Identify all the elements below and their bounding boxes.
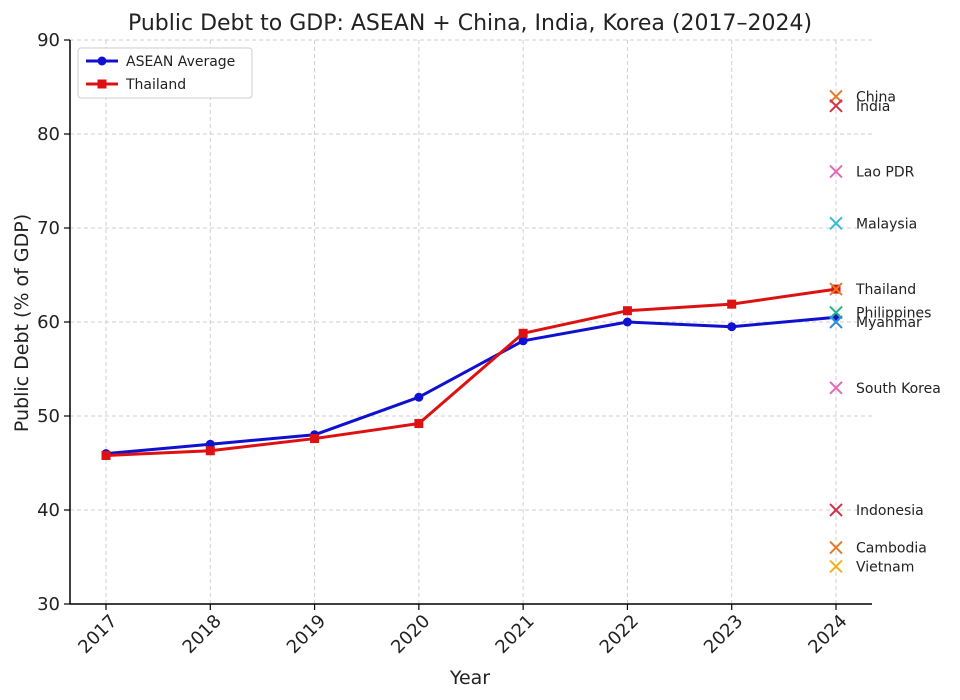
annotation-label: Vietnam [856,559,914,575]
annotation-label: Indonesia [856,503,924,519]
y-tick-label: 90 [37,30,60,51]
annotation-marker [829,164,843,179]
series-1-point [518,328,528,338]
x-marker-stroke [829,559,843,574]
series-1-point [101,450,111,460]
legend-swatch-marker [97,79,107,89]
annotation-marker [829,381,843,395]
legend-label: Thailand [125,77,186,93]
legend-label: ASEAN Average [126,54,235,70]
y-axis-label: Public Debt (% of GDP) [11,214,33,432]
x-marker-stroke [829,540,843,555]
y-tick-label: 80 [37,124,60,145]
annotation-label: Philippines [856,306,931,322]
x-tick-label: 2020 [387,611,434,658]
annotation-marker [829,315,843,329]
annotation-label: South Korea [856,381,941,397]
annotation-label: Thailand [855,282,916,298]
annotation-label: Myanmar [856,315,922,331]
x-marker-stroke [829,503,843,517]
y-tick-label: 50 [37,406,60,427]
x-marker-stroke [829,315,843,329]
annotation-label: China [856,89,896,105]
y-tick-label: 70 [37,218,60,239]
series-0-point [831,312,841,322]
x-tick-label: 2024 [804,611,851,658]
x-tick-label: 2022 [596,611,643,658]
annotation-marker [829,559,843,574]
annotation-label: Cambodia [856,541,927,557]
series-1-point [727,299,737,309]
series-1-point [414,419,424,429]
x-tick-label: 2018 [179,611,226,658]
annotation-marker [829,503,843,517]
annotation-label: Lao PDR [856,165,915,181]
series-1-point [310,434,320,444]
series-0-point [518,336,528,346]
grid [70,39,872,605]
x-marker-stroke [829,282,843,296]
series-0-point [727,322,737,332]
series-0-point [414,392,424,402]
x-tick-label: 2019 [283,611,330,658]
y-tick-label: 40 [37,500,60,521]
axes: 30 40 50 60 70 80 90 2017 2018 2019 2020 2021 2022 20… [37,30,872,658]
y-tick-label: 30 [37,594,60,615]
legend-box [77,47,253,99]
legend: ASEAN Average Thailand [77,47,253,99]
x-marker-stroke [829,99,843,113]
annotation-marker [829,540,843,555]
annotation-marker [829,282,843,296]
x-tick-label: 2021 [491,611,538,658]
x-marker-stroke [829,164,843,179]
annotation-marker [829,99,843,113]
x-tick-label: 2017 [74,611,121,658]
annotation-label: Malaysia [856,216,917,232]
series-line-1 [105,287,837,457]
annotation-label: India [856,99,890,115]
series-1-point [622,306,632,316]
x-marker-stroke [829,381,843,395]
y-tick-label: 60 [37,312,60,333]
plot-area [101,284,841,460]
series-0-point [622,317,632,327]
legend-swatch-marker [97,56,107,66]
x-axis-label: Year [449,667,490,689]
x-tick-label: 2023 [700,611,747,658]
series-line-0 [105,315,837,456]
series-1-point [205,446,215,456]
chart-title: Public Debt to GDP: ASEAN + China, India… [128,11,812,36]
x-marker-stroke [829,216,843,231]
annotation-marker [829,216,843,231]
